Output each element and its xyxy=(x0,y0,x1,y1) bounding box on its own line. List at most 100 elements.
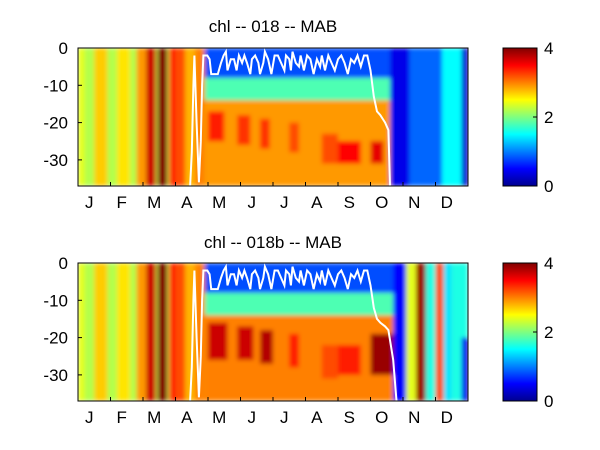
x-tick-label: J xyxy=(280,408,289,427)
x-tick-label: M xyxy=(147,193,161,212)
heatmap-cell xyxy=(409,48,442,186)
heatmap-cell xyxy=(94,263,108,401)
heatmap-cell xyxy=(289,122,299,153)
x-tick-label: S xyxy=(344,193,355,212)
colorbar-ticks: 0 2 4 xyxy=(533,39,553,196)
heatmap-cell xyxy=(416,263,426,401)
heatmap-cell xyxy=(195,263,205,401)
y-axis: 0 -10 -20 -30 xyxy=(43,254,82,385)
colorbar-tick-label: 2 xyxy=(544,108,553,127)
x-tick-label: O xyxy=(375,193,388,212)
heatmap-cell xyxy=(461,337,468,401)
colorbar: 0 2 4 xyxy=(502,254,553,411)
heatmap-cell xyxy=(461,48,468,186)
heatmap-cell xyxy=(157,48,168,186)
heatmap-cell xyxy=(443,263,452,401)
x-tick-label: F xyxy=(117,408,127,427)
heatmap-cell xyxy=(435,263,444,401)
x-tick-label: M xyxy=(212,193,226,212)
heatmap-cell xyxy=(117,48,130,186)
x-tick-label: N xyxy=(408,408,420,427)
heatmap-cell xyxy=(208,322,228,360)
mixed-layer-depth-line xyxy=(189,263,398,401)
heatmap-cell xyxy=(321,345,338,379)
heatmap-cell xyxy=(117,263,130,401)
heatmap-cell xyxy=(260,118,270,149)
heatmap-cell xyxy=(237,115,251,145)
y-tick-label: -30 xyxy=(43,366,68,385)
heatmap-field xyxy=(78,48,468,186)
x-tick-label: M xyxy=(212,408,226,427)
colorbar-tick-label: 4 xyxy=(544,39,553,58)
x-tick-label: A xyxy=(311,408,323,427)
colorbar-gradient xyxy=(502,262,538,402)
x-tick-label: J xyxy=(85,408,94,427)
x-tick-label: J xyxy=(85,193,94,212)
heatmap-cell xyxy=(136,263,147,401)
heatmap-cell xyxy=(370,333,394,375)
heatmap-cell xyxy=(94,48,108,186)
panel-title: chl -- 018b -- MAB xyxy=(204,233,342,252)
x-tick-label: S xyxy=(344,408,355,427)
heatmap-cell xyxy=(78,263,85,401)
heatmap-cell xyxy=(406,263,416,401)
heatmap-cell xyxy=(185,48,195,186)
heatmap-cell xyxy=(204,292,397,316)
y-tick-label: -30 xyxy=(43,151,68,170)
heatmap-cell xyxy=(260,330,273,364)
heatmap-cell xyxy=(195,48,205,186)
heatmap-cell xyxy=(204,315,397,401)
mixed-layer-depth-line xyxy=(189,48,391,186)
colorbar-tick-label: 0 xyxy=(544,177,553,196)
heatmap-cell xyxy=(425,263,436,401)
colorbar-tick-label: 2 xyxy=(544,323,553,342)
x-tick-label: D xyxy=(441,408,453,427)
x-tick-label: F xyxy=(117,193,127,212)
heatmap-cell xyxy=(175,48,186,186)
panel-title: chl -- 018 -- MAB xyxy=(209,17,337,36)
x-tick-label: N xyxy=(408,193,420,212)
x-tick-label: M xyxy=(147,408,161,427)
y-axis: 0 -10 -20 -30 xyxy=(43,39,82,170)
heatmap-cell xyxy=(370,141,384,164)
heatmap-cell xyxy=(185,263,195,401)
x-tick-label: D xyxy=(441,193,453,212)
heatmap-cell xyxy=(338,345,361,375)
heatmap-cell xyxy=(175,263,186,401)
colorbar-ticks: 0 2 4 xyxy=(533,254,553,411)
x-tick-label: J xyxy=(248,193,257,212)
heatmap-cell xyxy=(146,263,156,401)
y-tick-label: -10 xyxy=(43,76,68,95)
colorbar: 0 2 4 xyxy=(502,39,553,196)
heatmap-cell xyxy=(157,263,168,401)
colorbar-tick-label: 4 xyxy=(544,254,553,273)
heatmap-cell xyxy=(204,263,397,293)
heatmap-cell xyxy=(289,333,299,368)
colorbar-tick-label: 0 xyxy=(544,392,553,411)
heatmap-cell xyxy=(169,48,176,186)
heatmap-cell xyxy=(393,263,407,401)
y-tick-label: -20 xyxy=(43,329,68,348)
heatmap-cell xyxy=(208,111,225,142)
x-tick-label: A xyxy=(311,193,323,212)
x-tick-label: J xyxy=(248,408,257,427)
x-tick-label: A xyxy=(181,193,193,212)
colorbar-gradient xyxy=(502,47,538,187)
heatmap-cell xyxy=(390,48,410,186)
heatmap-field xyxy=(78,263,468,401)
y-tick-label: -20 xyxy=(43,114,68,133)
heatmap-cell xyxy=(146,48,156,186)
heatmap-cell xyxy=(136,48,147,186)
heatmap-cell xyxy=(237,326,254,360)
x-tick-label: J xyxy=(280,193,289,212)
heatmap-cell xyxy=(321,133,338,164)
y-tick-label: 0 xyxy=(59,254,68,273)
heatmap-cell xyxy=(78,48,85,186)
heatmap-cell xyxy=(169,263,176,401)
y-tick-label: 0 xyxy=(59,39,68,58)
